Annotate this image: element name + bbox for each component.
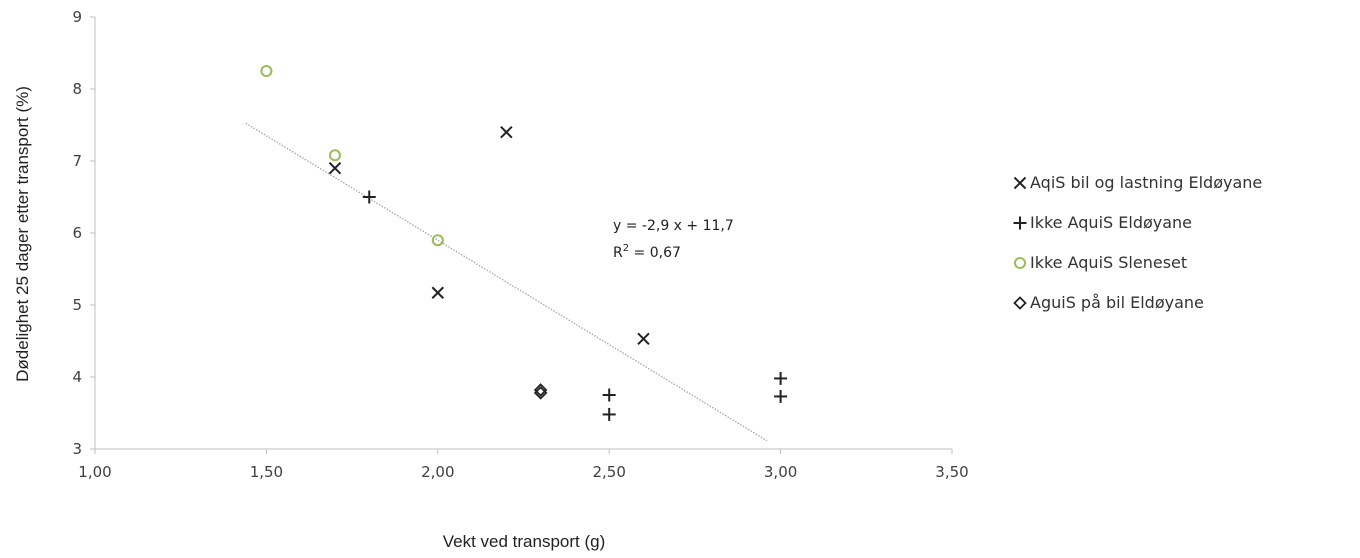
data-point [602,388,616,402]
legend-item: AguiS på bil Eldøyane [1013,293,1204,312]
marker-stroke [637,332,650,346]
data-points [260,65,788,421]
legend-marker [1013,296,1027,310]
legend-marker [1014,257,1026,269]
series-2 [362,190,788,421]
trendline-group [245,122,768,442]
legend-label: AqiS bil og lastning Eldøyane [1030,173,1262,192]
data-point [533,386,548,400]
series-1 [328,125,650,346]
marker-shape [328,149,341,162]
data-point [260,65,273,77]
data-point [362,190,376,204]
legend-item: Ikke AquiS Sleneset [1014,253,1187,272]
marker-shape [533,383,548,397]
data-point [774,389,788,403]
r-squared-text: R2 = 0,67 [613,243,681,261]
legend-label: AguiS på bil Eldøyane [1030,293,1204,312]
data-point [431,234,444,247]
series-4 [533,383,548,400]
legend-item: Ikke AquiS Eldøyane [1013,213,1192,232]
x-tick-label: 2,00 [421,463,454,481]
marker-shape [1014,257,1026,269]
legend-marker [1013,176,1027,190]
x-tick-label: 3,00 [764,463,797,481]
legend-label: Ikke AquiS Eldøyane [1030,213,1192,232]
data-point [431,286,445,299]
y-tick-label: 6 [72,224,82,242]
x-tick-label: 1,50 [250,463,283,481]
y-tick-label: 3 [72,440,82,458]
marker-stroke [431,286,445,299]
marker-shape [533,386,548,400]
trendline [245,122,768,442]
marker-shape [260,65,273,77]
marker-shape [1013,296,1027,310]
y-tick-label: 5 [72,296,82,314]
r-squared-superscript: 2 [623,243,629,254]
data-point [500,125,513,139]
x-axis-title: Vekt ved transport (g) [443,532,606,551]
series-3 [260,65,444,247]
x-tick-label: 3,50 [935,463,968,481]
legend-item: AqiS bil og lastning Eldøyane [1013,173,1262,192]
x-tick-label: 2,50 [592,463,625,481]
r-squared-prefix: R [613,245,623,261]
marker-stroke [328,161,342,175]
legend-marker [1013,216,1027,230]
y-axis-title: Dødelighet 25 dager etter transport (%) [13,86,32,382]
legend-label: Ikke AquiS Sleneset [1030,253,1187,272]
data-point [637,332,650,346]
legend: AqiS bil og lastning Eldøyane Ikke AquiS … [1013,173,1262,312]
r-squared-value: = 0,67 [629,245,681,261]
marker-stroke [1013,176,1027,190]
data-point [774,371,788,385]
trendline-equation-text: y = -2,9 x + 11,7 [613,218,734,234]
data-point [328,161,342,175]
data-point [533,383,548,397]
x-tick-label: 1,00 [78,463,111,481]
y-tick-label: 9 [72,8,82,26]
y-tick-label: 4 [72,368,82,386]
y-tick-label: 8 [72,80,82,98]
data-point [602,407,616,421]
axes: 3 4 5 6 7 8 9 1,00 1,50 2,00 2,50 3,00 3,50 [72,8,968,481]
data-point [328,149,341,162]
marker-shape [431,234,444,247]
trendline-equation: y = -2,9 x + 11,7 R2 = 0,67 [613,218,734,261]
marker-stroke [500,125,513,139]
y-tick-label: 7 [72,152,82,170]
